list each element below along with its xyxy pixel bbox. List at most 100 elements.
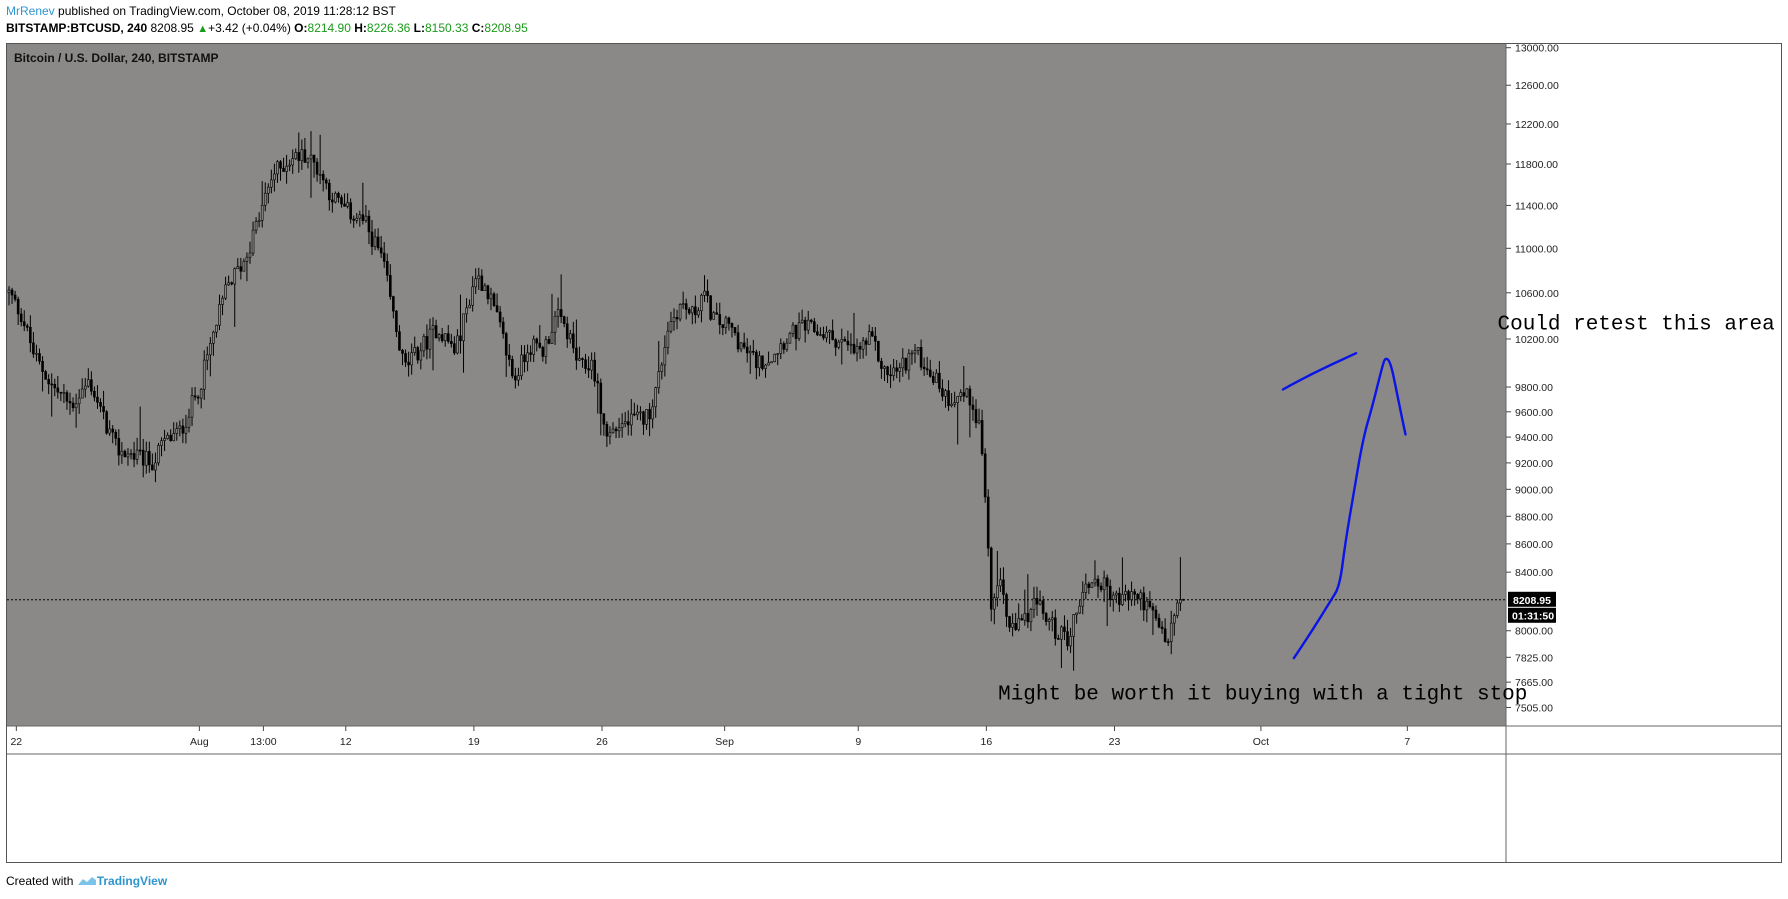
candle-body	[504, 333, 508, 356]
candle-body	[370, 231, 374, 247]
candle-body	[858, 346, 862, 350]
price-scale[interactable]: 13000.00 12600.00 12200.00 11800.00 11400.00…	[1505, 44, 1559, 862]
candle-body	[1035, 598, 1039, 605]
candle-body	[105, 411, 108, 434]
candle-body	[1151, 606, 1155, 611]
candle-body	[752, 350, 755, 353]
tradingview-link[interactable]: TradingView	[96, 874, 168, 888]
candle-body	[230, 282, 233, 285]
candle-body	[19, 313, 23, 322]
candle-body	[1124, 591, 1127, 595]
candle-body	[489, 293, 493, 300]
candle-body	[83, 385, 87, 390]
candle-body	[74, 403, 78, 409]
candle-body	[1041, 600, 1045, 614]
price-tick-label: 12200.00	[1515, 119, 1559, 131]
candle-body	[276, 161, 279, 175]
candle-body	[779, 343, 783, 354]
candle-body	[291, 158, 294, 166]
candle-body	[389, 274, 392, 297]
candle-body	[53, 383, 57, 389]
candle-body	[791, 324, 795, 334]
candle-body	[90, 379, 93, 392]
candle-body	[483, 285, 487, 292]
candle-body	[919, 347, 923, 368]
candle-body	[1130, 591, 1133, 601]
chart-container[interactable]: 13000.00 12600.00 12200.00 11800.00 11400.00…	[6, 43, 1782, 863]
candle-body	[65, 392, 69, 402]
candle-body	[709, 295, 712, 320]
candle-body	[22, 321, 26, 327]
candle-body	[1047, 619, 1051, 622]
candle-body	[1011, 623, 1014, 628]
candle-body	[44, 371, 47, 380]
candle-body	[550, 331, 554, 344]
candle-body	[233, 268, 237, 285]
candle-body	[221, 297, 224, 305]
candle-body	[861, 340, 865, 350]
candle-body	[813, 321, 816, 333]
projection-arrow-line[interactable]	[1292, 357, 1407, 660]
candle-body	[462, 313, 465, 342]
candle-body	[151, 464, 154, 471]
candle-body	[962, 392, 966, 397]
candle-body	[620, 423, 624, 429]
candle-body	[245, 256, 249, 262]
candle-body	[187, 416, 191, 428]
candle-body	[215, 324, 218, 333]
candle-body	[642, 411, 645, 425]
candle-body	[1072, 614, 1075, 637]
candle-body	[437, 334, 441, 339]
candle-body	[633, 413, 636, 416]
candle-body	[1139, 592, 1143, 600]
candle-body	[1127, 591, 1130, 601]
candle-body	[959, 392, 963, 397]
candle-body	[184, 426, 188, 434]
candle-body	[1029, 609, 1033, 623]
annotation-retest[interactable]: Could retest this area	[1497, 314, 1774, 337]
candle-body	[50, 383, 54, 386]
candle-body	[1102, 577, 1106, 590]
candle-body	[852, 343, 856, 354]
candle-body	[459, 335, 462, 342]
candle-body	[953, 402, 956, 405]
candle-body	[517, 375, 520, 381]
candle-body	[38, 353, 41, 362]
candle-body	[401, 349, 404, 354]
price-tick-label: 7825.00	[1515, 652, 1553, 664]
price-tick-label: 9800.00	[1515, 382, 1553, 394]
price-tick-label: 9400.00	[1515, 432, 1553, 444]
price-tick-label: 11400.00	[1515, 200, 1558, 212]
candle-body	[1148, 600, 1152, 607]
annotation-buying[interactable]: Might be worth it buying with a tight st…	[998, 683, 1527, 706]
candle-body	[218, 304, 221, 326]
candle-body	[761, 355, 764, 369]
projection-arrow-tail[interactable]	[1281, 352, 1358, 391]
price-chart[interactable]: 13000.00 12600.00 12200.00 11800.00 11400.00…	[7, 44, 1781, 862]
candle-body	[755, 351, 758, 369]
candle-body	[1133, 591, 1136, 595]
candle-body	[132, 453, 136, 460]
candle-body	[492, 293, 496, 306]
candle-body	[999, 579, 1002, 587]
price-tick-label: 7505.00	[1515, 702, 1553, 714]
candle-body	[578, 358, 581, 361]
created-with-text: Created with	[6, 874, 74, 888]
candle-body	[855, 346, 859, 354]
candle-body	[1087, 583, 1091, 588]
candle-body	[108, 428, 111, 434]
author-link[interactable]: MrRenev	[6, 4, 55, 18]
price-tick-label: 8400.00	[1515, 567, 1553, 579]
candle-body	[1157, 617, 1161, 628]
candle-body	[935, 372, 938, 383]
candle-body	[303, 149, 307, 163]
candle-body	[367, 215, 371, 233]
candle-body	[1054, 617, 1057, 639]
price-change: +3.42 (+0.04%)	[208, 21, 291, 35]
candle-body	[748, 350, 752, 354]
candle-body	[123, 450, 127, 458]
candle-body	[385, 261, 389, 276]
time-scale[interactable]: 22 Aug 13:00 12 19 26 Sep 9 16 23 Oct 7	[7, 725, 1781, 755]
price-tick-label: 9200.00	[1515, 458, 1553, 470]
candle-body	[1093, 578, 1097, 584]
